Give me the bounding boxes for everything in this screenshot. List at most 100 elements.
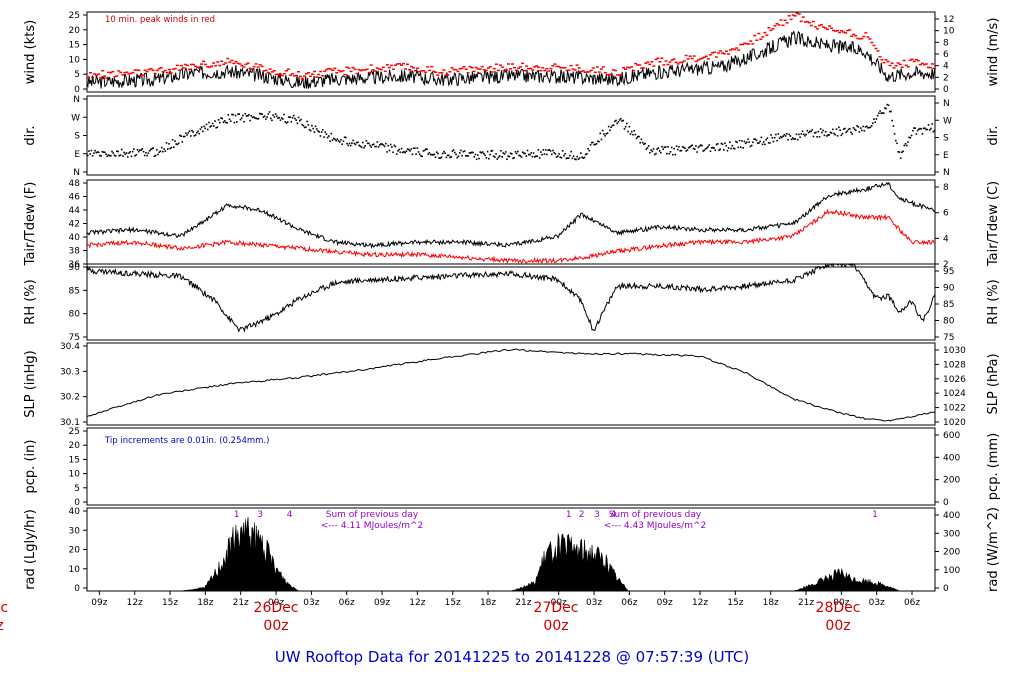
dir-point	[351, 142, 353, 145]
wind-peak-mark	[773, 25, 777, 27]
dir-point	[212, 125, 215, 127]
dir-point	[275, 115, 278, 117]
dir-point	[874, 121, 877, 124]
panel-frame-wind	[86, 11, 936, 93]
dir-point	[269, 117, 272, 120]
rad-marker-label: 1	[872, 510, 878, 520]
dir-point	[612, 124, 615, 126]
dir-point	[481, 151, 484, 153]
dir-point	[590, 141, 593, 144]
dir-point	[526, 149, 529, 152]
wind-peak-mark	[628, 66, 632, 69]
dir-point	[194, 134, 197, 136]
dir-point	[464, 155, 467, 157]
x-tick-label: 06z	[339, 598, 355, 608]
wind-peak-mark	[573, 69, 577, 71]
dir-point	[887, 104, 890, 107]
dir-point	[234, 114, 237, 117]
wind-peak-mark	[609, 74, 613, 76]
dir-point	[805, 133, 807, 136]
dir-point	[496, 158, 499, 160]
wind-peak-mark	[149, 67, 153, 70]
dir-point	[685, 150, 688, 152]
wind-peak-mark	[369, 64, 373, 66]
wind-peak-mark	[624, 68, 628, 70]
wind-peak-mark	[696, 59, 700, 61]
dir-point	[799, 136, 801, 139]
wind-peak-mark	[111, 70, 115, 73]
rad-sum-annotation-line2: <--- 4.11 MJoules/m^2	[321, 521, 423, 531]
wind-peak-mark	[391, 68, 395, 70]
dir-point	[537, 149, 540, 151]
wind-peak-mark	[787, 15, 791, 17]
wind-peak-mark	[862, 35, 866, 38]
wind-peak-mark	[296, 70, 300, 73]
wind-peak-mark	[878, 56, 882, 58]
wind-peak-mark	[268, 68, 272, 70]
dir-point	[165, 142, 168, 144]
wind-peak-mark	[569, 64, 573, 67]
wind-peak-mark	[222, 63, 226, 66]
dir-point	[869, 126, 872, 129]
dir-point	[868, 126, 870, 129]
wind-peak-mark	[256, 66, 260, 68]
dir-point	[382, 144, 385, 146]
dir-point	[534, 156, 536, 158]
dir-point	[555, 156, 558, 158]
dir-point	[444, 152, 446, 155]
dir-point	[432, 154, 434, 156]
wind-peak-mark	[813, 26, 817, 28]
dir-point	[914, 127, 917, 129]
wind-peak-mark	[595, 66, 599, 68]
dir-point	[882, 112, 885, 115]
wind-peak-mark	[294, 74, 298, 77]
wind-peak-mark	[488, 65, 492, 68]
dir-point	[687, 146, 690, 149]
dir-point	[417, 151, 420, 153]
series-rh-0	[86, 262, 936, 333]
ylabel-right-slp: SLP (hPa)	[986, 353, 1001, 414]
dir-point	[521, 151, 524, 154]
dir-point	[454, 151, 456, 154]
wind-peak-mark	[157, 67, 161, 70]
dir-point	[632, 133, 634, 136]
dir-point	[393, 144, 396, 147]
dir-point	[157, 153, 159, 156]
dir-point	[541, 153, 543, 156]
dir-point	[634, 133, 637, 136]
dir-point	[767, 141, 770, 144]
dir-point	[166, 148, 169, 150]
dir-point	[691, 144, 694, 147]
wind-peak-mark	[618, 74, 622, 76]
dir-point	[598, 140, 600, 143]
annotation-wind: 10 min. peak winds in red	[105, 15, 215, 25]
dir-point	[451, 150, 454, 152]
dir-point	[741, 140, 743, 142]
wind-peak-mark	[450, 67, 454, 69]
dir-point	[170, 146, 173, 149]
dir-point	[500, 149, 502, 152]
dir-point	[469, 152, 472, 154]
panel-frame-rh	[86, 263, 936, 341]
dir-point	[360, 146, 363, 149]
dir-point	[244, 112, 247, 115]
wind-peak-mark	[137, 69, 141, 72]
dir-point	[120, 148, 123, 151]
wind-peak-mark	[359, 69, 363, 72]
dir-point	[809, 130, 811, 133]
dir-point	[543, 153, 546, 155]
dir-point	[456, 156, 459, 159]
dir-point	[280, 117, 283, 119]
wind-peak-mark	[196, 66, 200, 68]
dir-point	[827, 134, 829, 136]
dir-point	[119, 154, 122, 156]
dir-point	[538, 157, 541, 159]
wind-peak-mark	[351, 66, 355, 69]
dir-point	[243, 120, 245, 123]
dir-point	[452, 149, 455, 151]
rad-marker-label: 3	[594, 510, 600, 520]
wind-peak-mark	[676, 63, 680, 65]
wind-peak-mark	[830, 27, 834, 29]
wind-peak-mark	[525, 65, 529, 67]
dir-point	[504, 151, 507, 153]
